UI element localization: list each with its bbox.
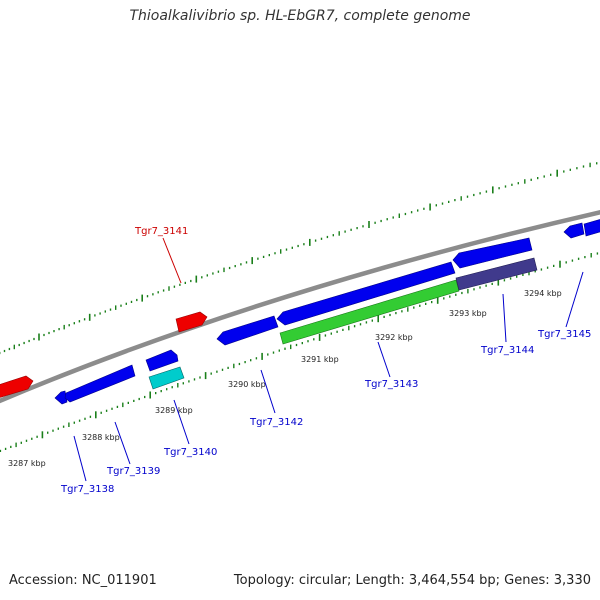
gene-tgr7-3144-blue[interactable] — [452, 237, 533, 269]
leader-tgr7-3144 — [502, 293, 507, 343]
lower-tick-track — [0, 252, 599, 452]
gene-tgr7-3143[interactable] — [279, 279, 460, 345]
leader-tgr7-3139 — [114, 421, 131, 465]
label-tgr7-3143[interactable]: Tgr7_3143 — [364, 379, 418, 390]
label-tgr7-3140[interactable]: Tgr7_3140 — [163, 447, 217, 458]
label-tgr7-3145[interactable]: Tgr7_3145 — [537, 329, 591, 340]
gene-tgr7-3143-blue[interactable] — [276, 261, 456, 326]
label-tgr7-3139[interactable]: Tgr7_3139 — [106, 466, 160, 477]
tick-label-3289: 3289 kbp — [155, 406, 193, 415]
upper-tick-track — [0, 162, 598, 355]
leader-tgr7-3145 — [565, 271, 584, 328]
gene-tgr7-3138[interactable] — [64, 364, 136, 403]
gene-labels: Tgr7_3141 Tgr7_3138 Tgr7_3139 Tgr7_3140 … — [60, 226, 591, 495]
tick-label-3288: 3288 kbp — [82, 433, 120, 442]
tick-label-3291: 3291 kbp — [301, 355, 339, 364]
accession-label: Accession: NC_011901 — [9, 573, 157, 588]
leader-tgr7-3141 — [162, 237, 182, 284]
gene-tgr7-3145-a[interactable] — [563, 222, 585, 239]
tick-labels: 3287 kbp 3288 kbp 3289 kbp 3290 kbp 3291… — [8, 289, 562, 468]
label-tgr7-3141[interactable]: Tgr7_3141 — [134, 226, 188, 237]
gene-tgr7-3141[interactable] — [175, 311, 208, 333]
gene-tgr7-3140[interactable] — [148, 366, 185, 390]
leader-tgr7-3140 — [173, 399, 190, 445]
label-tgr7-3142[interactable]: Tgr7_3142 — [249, 417, 303, 428]
genome-title: Thioalkalivibrio sp. HL-EbGR7, complete … — [129, 8, 471, 24]
gene-rna-left[interactable] — [0, 375, 34, 398]
leader-tgr7-3143 — [377, 341, 391, 378]
gene-tgr7-3144[interactable] — [455, 257, 538, 291]
leader-tgr7-3138 — [73, 435, 87, 482]
tick-label-3294: 3294 kbp — [524, 289, 562, 298]
label-tgr7-3138[interactable]: Tgr7_3138 — [60, 484, 114, 495]
topology-label: Topology: circular; Length: 3,464,554 bp… — [233, 573, 591, 588]
gene-tgr7-3142[interactable] — [216, 315, 279, 346]
tick-label-3293: 3293 kbp — [449, 309, 487, 318]
gene-tgr7-3139[interactable] — [145, 349, 179, 372]
tick-label-3292: 3292 kbp — [375, 333, 413, 342]
tick-label-3290: 3290 kbp — [228, 380, 266, 389]
leader-tgr7-3142 — [260, 369, 276, 414]
genome-backbone — [0, 210, 600, 404]
gene-tgr7-3145-b[interactable] — [583, 218, 600, 237]
gene-features — [0, 218, 600, 405]
tick-label-3287: 3287 kbp — [8, 459, 46, 468]
label-tgr7-3144[interactable]: Tgr7_3144 — [480, 345, 534, 356]
label-leaders — [73, 237, 584, 482]
